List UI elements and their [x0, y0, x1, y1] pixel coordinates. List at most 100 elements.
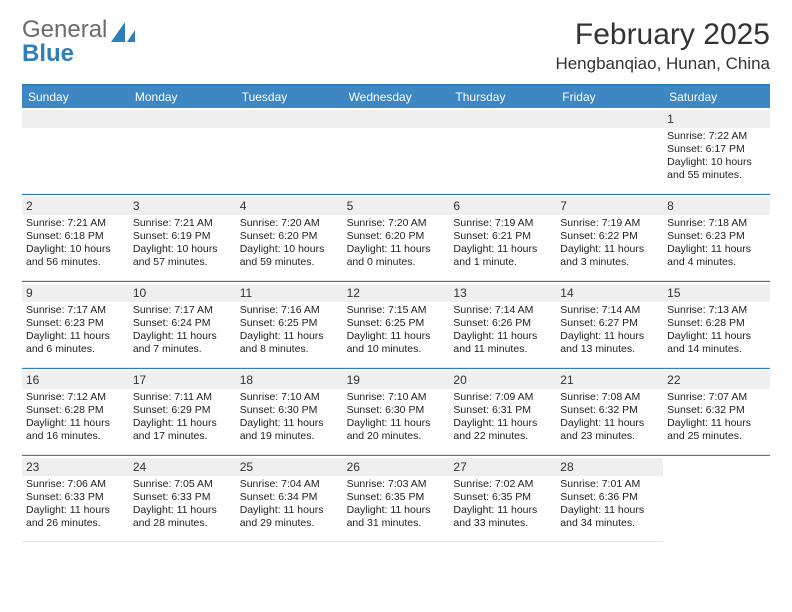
- day-number: 4: [236, 197, 343, 215]
- sunrise-line: Sunrise: 7:19 AM: [560, 217, 659, 230]
- sunset-line: Sunset: 6:32 PM: [667, 404, 766, 417]
- sunset-line: Sunset: 6:28 PM: [667, 317, 766, 330]
- sunset-line: Sunset: 6:35 PM: [347, 491, 446, 504]
- calendar-cell: 17Sunrise: 7:11 AMSunset: 6:29 PMDayligh…: [129, 369, 236, 455]
- sunset-line: Sunset: 6:23 PM: [667, 230, 766, 243]
- sunrise-line: Sunrise: 7:20 AM: [240, 217, 339, 230]
- sunset-line: Sunset: 6:34 PM: [240, 491, 339, 504]
- sunrise-line: Sunrise: 7:11 AM: [133, 391, 232, 404]
- sunrise-line: Sunrise: 7:14 AM: [560, 304, 659, 317]
- sunset-line: Sunset: 6:31 PM: [453, 404, 552, 417]
- day-number: 13: [449, 284, 556, 302]
- daylight-line: Daylight: 11 hours and 19 minutes.: [240, 417, 339, 443]
- day-number: 23: [22, 458, 129, 476]
- day-number: 28: [556, 458, 663, 476]
- daylight-line: Daylight: 11 hours and 31 minutes.: [347, 504, 446, 530]
- calendar-cell: 4 Sunrise: 7:20 AMSunset: 6:20 PMDaylight…: [236, 195, 343, 281]
- daylight-line: Daylight: 11 hours and 28 minutes.: [133, 504, 232, 530]
- sunrise-line: Sunrise: 7:17 AM: [26, 304, 125, 317]
- sunset-line: Sunset: 6:20 PM: [347, 230, 446, 243]
- day-number: 14: [556, 284, 663, 302]
- day-number: 19: [343, 371, 450, 389]
- day-number: 17: [129, 371, 236, 389]
- sunrise-line: Sunrise: 7:20 AM: [347, 217, 446, 230]
- calendar-cell-blank: [236, 108, 343, 194]
- sunrise-line: Sunrise: 7:10 AM: [347, 391, 446, 404]
- calendar-cell-blank: [556, 108, 663, 194]
- day-number: 24: [129, 458, 236, 476]
- daylight-line: Daylight: 11 hours and 20 minutes.: [347, 417, 446, 443]
- calendar-cell: 5Sunrise: 7:20 AMSunset: 6:20 PMDaylight…: [343, 195, 450, 281]
- daylight-line: Daylight: 11 hours and 22 minutes.: [453, 417, 552, 443]
- calendar-cell: 28Sunrise: 7:01 AMSunset: 6:36 PMDayligh…: [556, 456, 663, 542]
- calendar-cell: 24 Sunrise: 7:05 AMSunset: 6:33 PMDayligh…: [129, 456, 236, 542]
- weekday-header: Wednesday: [343, 86, 450, 108]
- sunset-line: Sunset: 6:21 PM: [453, 230, 552, 243]
- day-number: 10: [129, 284, 236, 302]
- title-block: February 2025 Hengbanqiao, Hunan, China: [555, 18, 770, 74]
- calendar-cell: 3Sunrise: 7:21 AMSunset: 6:19 PMDaylight…: [129, 195, 236, 281]
- sunrise-line: Sunrise: 7:21 AM: [26, 217, 125, 230]
- day-number: 18: [236, 371, 343, 389]
- sunset-line: Sunset: 6:33 PM: [26, 491, 125, 504]
- sunset-line: Sunset: 6:23 PM: [26, 317, 125, 330]
- calendar-cell: 19 Sunrise: 7:10 AMSunset: 6:30 PMDayligh…: [343, 369, 450, 455]
- page-header: General Blue February 2025 Hengbanqiao, …: [22, 18, 770, 74]
- daylight-line: Daylight: 11 hours and 8 minutes.: [240, 330, 339, 356]
- sunrise-line: Sunrise: 7:16 AM: [240, 304, 339, 317]
- calendar-cell-blank: [129, 108, 236, 194]
- sunrise-line: Sunrise: 7:02 AM: [453, 478, 552, 491]
- calendar-cell: 8Sunrise: 7:18 AMSunset: 6:23 PMDaylight…: [663, 195, 770, 281]
- daylight-line: Daylight: 11 hours and 34 minutes.: [560, 504, 659, 530]
- day-number: 21: [556, 371, 663, 389]
- calendar-cell: 7Sunrise: 7:19 AMSunset: 6:22 PMDaylight…: [556, 195, 663, 281]
- brand-name-1: General: [22, 16, 107, 43]
- brand-name-2: Blue: [22, 40, 74, 67]
- sunset-line: Sunset: 6:32 PM: [560, 404, 659, 417]
- daylight-line: Daylight: 11 hours and 26 minutes.: [26, 504, 125, 530]
- sunset-line: Sunset: 6:27 PM: [560, 317, 659, 330]
- calendar-cell: 9Sunrise: 7:17 AMSunset: 6:23 PMDaylight…: [22, 282, 129, 368]
- calendar-cell: 18Sunrise: 7:10 AMSunset: 6:30 PMDayligh…: [236, 369, 343, 455]
- day-number: 20: [449, 371, 556, 389]
- sunrise-line: Sunrise: 7:06 AM: [26, 478, 125, 491]
- calendar-cell: 21Sunrise: 7:08 AMSunset: 6:32 PMDayligh…: [556, 369, 663, 455]
- day-number: 6: [449, 197, 556, 215]
- calendar-cell: 27Sunrise: 7:02 AMSunset: 6:35 PMDayligh…: [449, 456, 556, 542]
- sunrise-line: Sunrise: 7:03 AM: [347, 478, 446, 491]
- sunset-line: Sunset: 6:30 PM: [347, 404, 446, 417]
- day-number: 8: [663, 197, 770, 215]
- calendar-cell-blank: [22, 108, 129, 194]
- day-number: 26: [343, 458, 450, 476]
- sunset-line: Sunset: 6:33 PM: [133, 491, 232, 504]
- sunrise-line: Sunrise: 7:12 AM: [26, 391, 125, 404]
- weekday-header: Thursday: [449, 86, 556, 108]
- day-number: 2: [22, 197, 129, 215]
- sunrise-line: Sunrise: 7:21 AM: [133, 217, 232, 230]
- month-title: February 2025: [555, 18, 770, 52]
- sunrise-line: Sunrise: 7:05 AM: [133, 478, 232, 491]
- daylight-line: Daylight: 10 hours and 56 minutes.: [26, 243, 125, 269]
- daylight-line: Daylight: 11 hours and 4 minutes.: [667, 243, 766, 269]
- weekday-header: Monday: [129, 86, 236, 108]
- daylight-line: Daylight: 11 hours and 25 minutes.: [667, 417, 766, 443]
- day-number: 25: [236, 458, 343, 476]
- daylight-line: Daylight: 11 hours and 14 minutes.: [667, 330, 766, 356]
- sunset-line: Sunset: 6:30 PM: [240, 404, 339, 417]
- daylight-line: Daylight: 10 hours and 59 minutes.: [240, 243, 339, 269]
- daylight-line: Daylight: 11 hours and 10 minutes.: [347, 330, 446, 356]
- sunset-line: Sunset: 6:18 PM: [26, 230, 125, 243]
- calendar-cell: 22Sunrise: 7:07 AMSunset: 6:32 PMDayligh…: [663, 369, 770, 455]
- day-number: 3: [129, 197, 236, 215]
- calendar-cell: 23 Sunrise: 7:06 AMSunset: 6:33 PMDayligh…: [22, 456, 129, 542]
- calendar-cell: 6Sunrise: 7:19 AMSunset: 6:21 PMDaylight…: [449, 195, 556, 281]
- daylight-line: Daylight: 11 hours and 17 minutes.: [133, 417, 232, 443]
- sunset-line: Sunset: 6:35 PM: [453, 491, 552, 504]
- calendar-cell: 12Sunrise: 7:15 AMSunset: 6:25 PMDayligh…: [343, 282, 450, 368]
- calendar-cell: 14Sunrise: 7:14 AMSunset: 6:27 PMDayligh…: [556, 282, 663, 368]
- sunrise-line: Sunrise: 7:14 AM: [453, 304, 552, 317]
- daylight-line: Daylight: 11 hours and 16 minutes.: [26, 417, 125, 443]
- sunset-line: Sunset: 6:20 PM: [240, 230, 339, 243]
- calendar-cell: 25Sunrise: 7:04 AMSunset: 6:34 PMDayligh…: [236, 456, 343, 542]
- calendar-cell: 10Sunrise: 7:17 AMSunset: 6:24 PMDayligh…: [129, 282, 236, 368]
